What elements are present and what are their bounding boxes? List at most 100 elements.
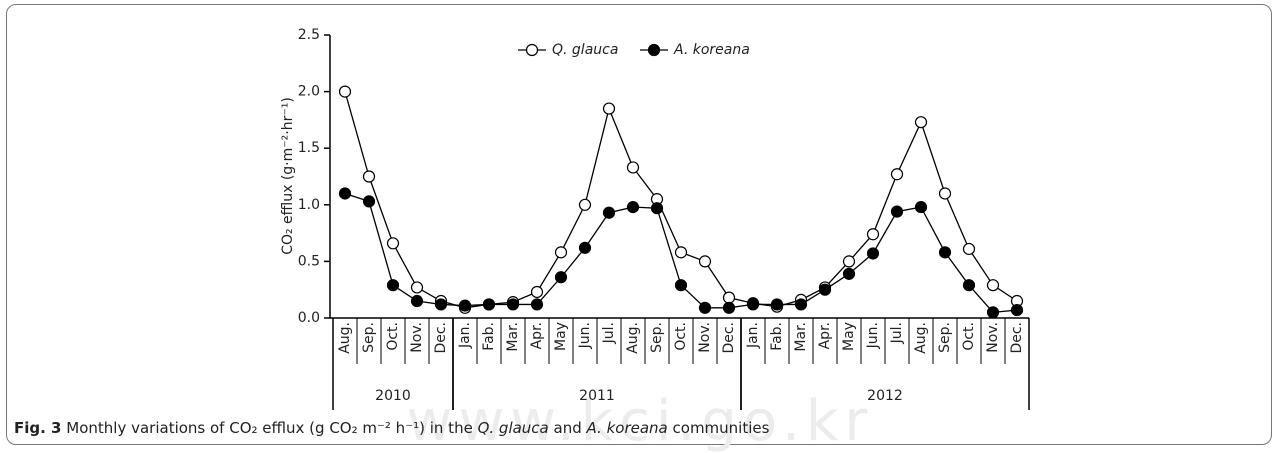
x-tick-label: Oct. [961,322,977,351]
data-point [890,168,904,181]
y-tick-label: 0.5 [298,253,320,269]
data-point [674,279,688,292]
x-tick-label: Aug. [913,322,929,354]
x-tick-label: Oct. [673,322,689,351]
x-tick-label: Apr. [817,322,833,349]
data-point [986,279,1000,292]
year-label: 2011 [579,388,615,404]
x-tick-label: Nov. [697,322,713,353]
data-point [986,306,1000,319]
data-point [914,200,928,214]
x-tick-label: Sep. [937,322,953,353]
data-point [938,187,952,200]
x-tick-label: Nov. [409,322,425,353]
x-tick-label: Oct. [385,322,401,351]
data-point [530,298,544,311]
data-point [410,281,424,294]
x-tick-label: Fab. [769,322,785,351]
data-point [962,242,976,256]
x-tick-label: Jul. [889,322,905,344]
x-tick-label: Dec. [721,322,737,354]
data-point [698,301,712,314]
data-point [338,85,352,98]
data-point [554,246,568,259]
y-tick-label: 1.0 [298,197,320,213]
data-point [650,202,664,215]
data-point [866,228,880,241]
data-point [362,170,376,183]
data-point [746,298,760,311]
data-point [578,198,592,211]
x-tick-label: Nov. [985,322,1001,353]
y-tick-label: 0.0 [298,310,320,326]
legend-marker [525,43,539,57]
data-point [722,301,736,314]
caption-species: Q. glauca [477,419,549,437]
data-point [554,271,568,284]
x-tick-label: Fab. [481,322,497,351]
data-point [626,200,640,214]
data-point [818,283,832,296]
x-tick-label: Sep. [361,322,377,353]
data-point [674,246,688,259]
data-point [386,279,400,292]
data-point [722,291,736,304]
x-tick-label: Aug. [625,322,641,354]
legend-label: Q. glauca [552,42,618,58]
y-tick-label: 2.0 [298,84,320,100]
data-point [938,246,952,259]
caption-text: Monthly variations of CO₂ efflux (g CO₂ … [66,419,478,437]
data-point [386,237,400,250]
x-tick-label: Mar. [793,322,809,352]
x-tick-label: Jun. [577,322,593,349]
caption-text: communities [667,419,770,437]
legend-label: A. koreana [673,42,750,58]
year-label: 2012 [867,388,903,404]
x-tick-label: Jan. [457,322,473,349]
data-point [626,161,640,174]
data-point [866,247,880,260]
x-tick-label: Dec. [1009,322,1025,354]
data-point [482,298,496,311]
caption-text: and [548,419,587,437]
caption-label: Fig. 3 [14,419,62,437]
figure-frame [6,4,1272,445]
x-tick-label: May [841,322,857,351]
data-point [770,298,784,311]
data-point [434,298,448,311]
x-tick-label: Aug. [337,322,353,354]
data-point [914,116,928,129]
data-point [698,255,712,268]
data-point [530,285,544,299]
x-tick-label: Sep. [649,322,665,353]
data-point [602,102,616,115]
caption: Fig. 3 Monthly variations of CO₂ efflux … [14,419,769,437]
x-tick-label: Mar. [505,322,521,352]
data-point [962,279,976,292]
x-tick-label: May [553,322,569,351]
legend-marker [647,43,661,57]
data-point [578,241,592,254]
data-point [842,255,856,268]
data-point [602,206,616,219]
watermark: www.kci.go.kr [407,389,874,453]
y-tick-label: 2.5 [298,27,320,43]
x-tick-label: Jul. [601,322,617,344]
x-tick-label: Jan. [745,322,761,349]
data-point [794,298,808,311]
caption-species: A. koreana [586,419,668,437]
data-point [410,294,424,308]
data-point [458,299,472,312]
x-tick-label: Jun. [865,322,881,349]
y-axis-label: CO₂ efflux (g·m⁻²·hr⁻¹) [280,97,296,255]
data-point [338,187,352,200]
x-tick-label: Dec. [433,322,449,354]
x-tick-label: Apr. [529,322,545,349]
data-point [362,195,376,208]
data-point [1010,303,1024,317]
data-point [890,205,904,218]
y-tick-label: 1.5 [298,140,320,156]
data-point [506,298,520,311]
